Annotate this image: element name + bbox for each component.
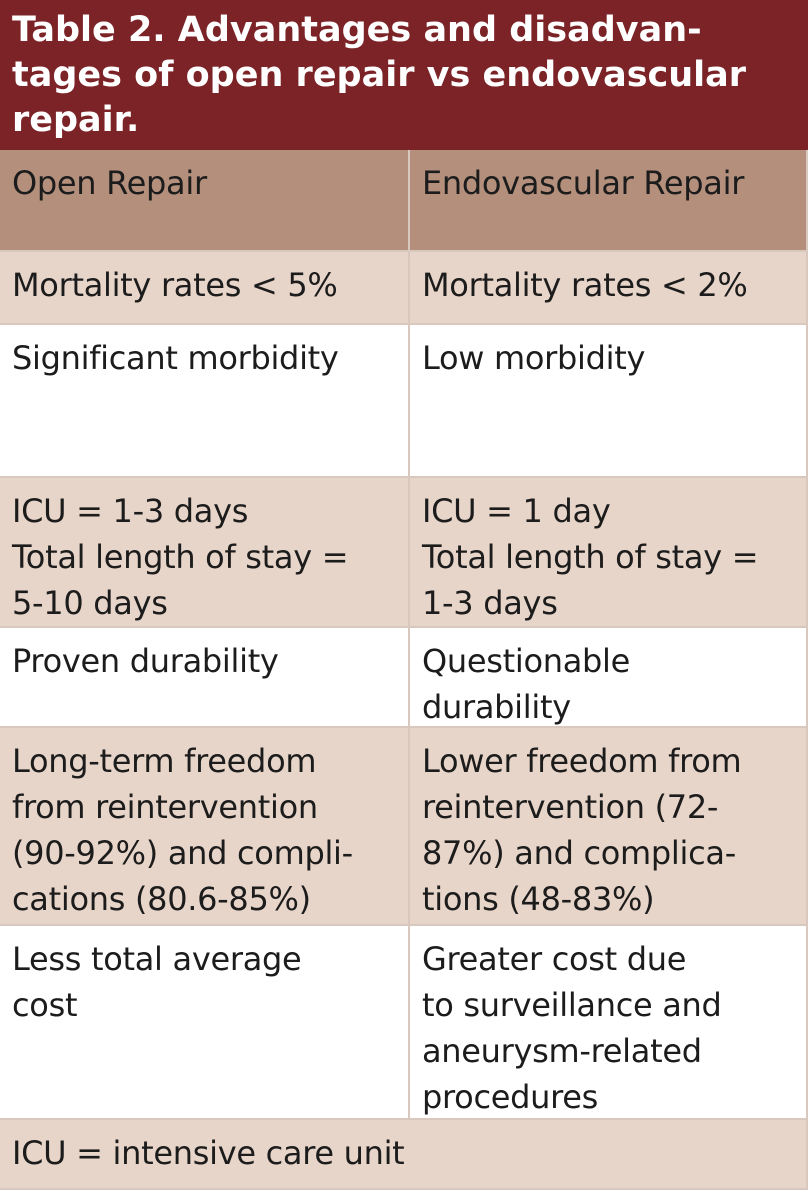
text-line: tions (48-83%): [422, 880, 655, 918]
table-cell: Questionable durability: [410, 628, 808, 728]
text-line: durability: [422, 688, 571, 726]
table-cell: Long-term freedom from reintervention (90-…: [0, 728, 410, 926]
text-line: Total length of stay =: [12, 538, 349, 576]
text-line: Open Repair: [12, 164, 207, 202]
table-cell: Greater cost due to surveillance and aneur…: [410, 926, 808, 1120]
table-cell: ICU = 1-3 days Total length of stay = 5-10…: [0, 478, 410, 628]
text-line: Long-term freedom: [12, 742, 317, 780]
text-line: Greater cost due: [422, 940, 687, 978]
text-line: Lower freedom from: [422, 742, 742, 780]
text-line: Low morbidity: [422, 339, 646, 377]
text-line: Questionable: [422, 642, 631, 680]
text-line: to surveillance and: [422, 986, 722, 1024]
text-line: cations (80.6-85%): [12, 880, 311, 918]
table-cell: Mortality rates < 5%: [0, 252, 410, 325]
text-line: 1-3 days: [422, 584, 558, 622]
table-cell: Proven durability: [0, 628, 410, 728]
text-line: Total length of stay =: [422, 538, 759, 576]
table-cell: ICU = 1 day Total length of stay = 1-3 day…: [410, 478, 808, 628]
text-line: procedures: [422, 1078, 599, 1116]
text-line: Significant morbidity: [12, 339, 339, 377]
text-line: (90-92%) and compli-: [12, 834, 353, 872]
table-cell: Mortality rates < 2%: [410, 252, 808, 325]
text-line: 5-10 days: [12, 584, 168, 622]
table-cell: Low morbidity: [410, 325, 808, 478]
header-cell: Endovascular Repair: [410, 150, 808, 252]
text-line: Less total average: [12, 940, 302, 978]
text-line: Mortality rates < 2%: [422, 266, 748, 304]
text-line: tages of open repair vs endovascular: [12, 55, 747, 95]
header-cell: Open Repair: [0, 150, 410, 252]
text-line: cost: [12, 986, 78, 1024]
text-line: Proven durability: [12, 642, 279, 680]
text-line: Endovascular Repair: [422, 164, 745, 202]
text-line: Table 2. Advantages and disadvan-: [12, 10, 702, 50]
text-line: from reintervention: [12, 788, 318, 826]
table-cell: Significant morbidity: [0, 325, 410, 478]
table-title: Table 2. Advantages and disadvan-tages o…: [0, 0, 808, 150]
text-line: ICU = 1-3 days: [12, 492, 249, 530]
table-cell: Lower freedom from reintervention (72- 87%…: [410, 728, 808, 926]
text-line: aneurysm-related: [422, 1032, 702, 1070]
table-cell: Less total average cost: [0, 926, 410, 1120]
text-line: repair.: [12, 100, 140, 140]
text-line: Mortality rates < 5%: [12, 266, 338, 304]
text-line: ICU = 1 day: [422, 492, 611, 530]
text-line: ICU = intensive care unit: [12, 1134, 405, 1172]
footnote: ICU = intensive care unit: [0, 1120, 808, 1190]
text-line: 87%) and complica-: [422, 834, 736, 872]
text-line: reintervention (72-: [422, 788, 719, 826]
